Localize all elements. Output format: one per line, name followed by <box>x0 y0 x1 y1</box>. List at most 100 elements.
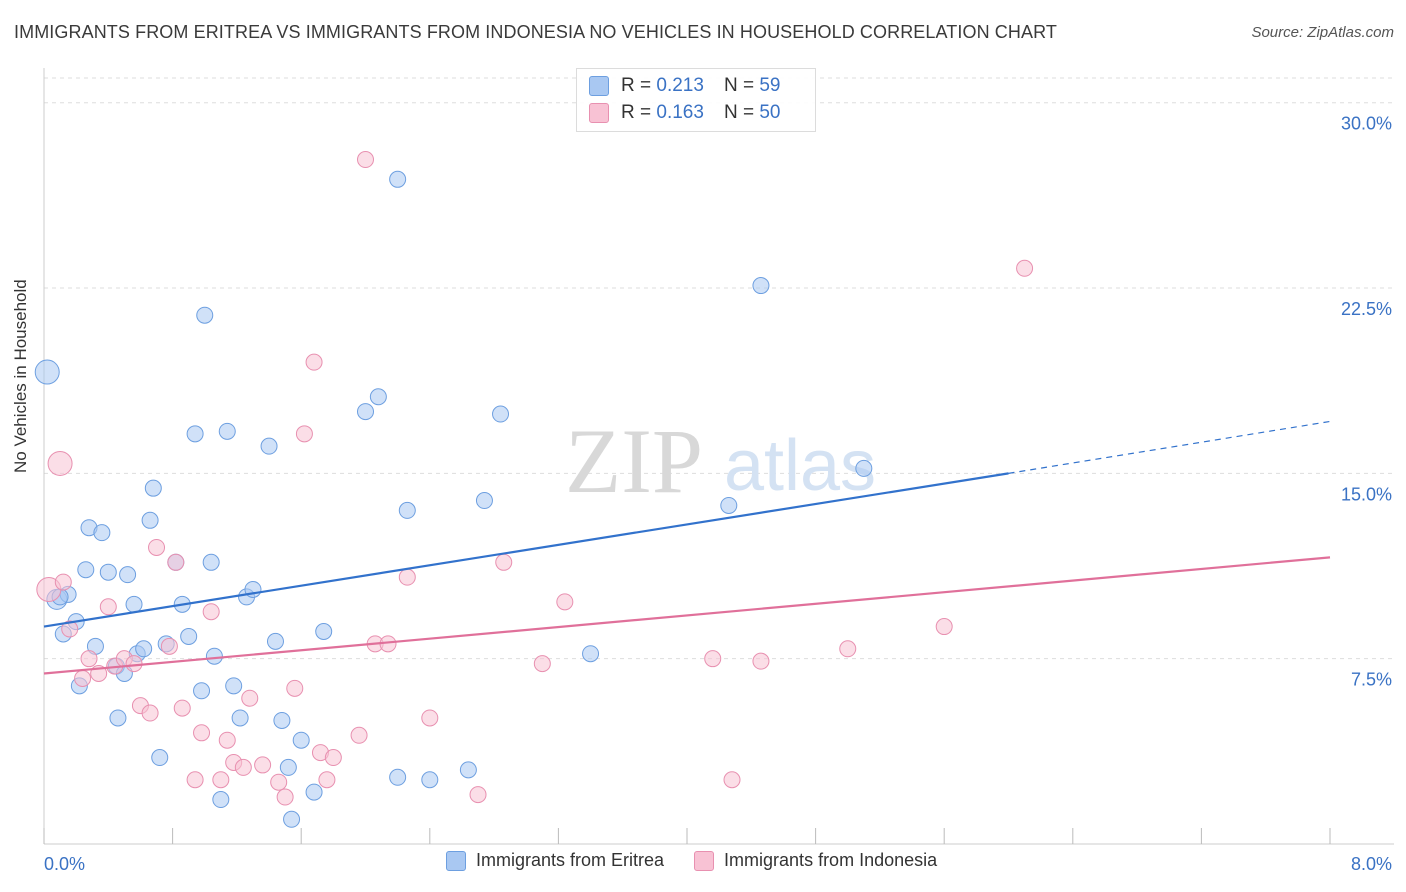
x-tick-label: 8.0% <box>1351 854 1392 874</box>
point-indonesia <box>74 669 92 687</box>
point-eritrea <box>855 459 873 477</box>
point-eritrea <box>492 405 510 423</box>
chart-title: IMMIGRANTS FROM ERITREA VS IMMIGRANTS FR… <box>14 22 1057 42</box>
watermark-atlas: atlas <box>724 426 876 506</box>
point-indonesia <box>193 724 211 742</box>
point-indonesia <box>276 788 294 806</box>
trend-lines <box>43 420 1331 675</box>
point-eritrea <box>260 437 278 455</box>
source-label: Source: ZipAtlas.com <box>1251 24 1394 41</box>
point-eritrea <box>292 731 310 749</box>
y-tick-label: 7.5% <box>1351 670 1392 690</box>
point-eritrea <box>389 768 407 786</box>
watermark: ZIP atlas <box>565 410 876 512</box>
point-eritrea <box>144 479 162 497</box>
point-indonesia <box>61 620 79 638</box>
point-eritrea <box>459 761 477 779</box>
point-indonesia <box>318 771 336 789</box>
point-indonesia <box>533 655 551 673</box>
point-eritrea <box>180 627 198 645</box>
point-eritrea <box>398 501 416 519</box>
point-indonesia <box>254 756 272 774</box>
point-eritrea <box>99 563 117 581</box>
trend-line-indonesia <box>43 556 1331 675</box>
point-indonesia <box>752 652 770 670</box>
point-indonesia <box>421 709 439 727</box>
point-indonesia <box>99 598 117 616</box>
point-indonesia <box>350 726 368 744</box>
point-indonesia <box>148 538 166 556</box>
point-eritrea <box>151 749 169 767</box>
point-indonesia <box>54 573 72 591</box>
y-axis-label: No Vehicles in Household <box>11 279 30 473</box>
point-indonesia <box>495 553 513 571</box>
point-indonesia <box>357 151 374 169</box>
y-tick-label: 22.5% <box>1341 299 1392 319</box>
point-indonesia <box>556 593 574 611</box>
legend-n-value: 50 <box>759 102 781 123</box>
x-tick-label: 0.0% <box>44 854 85 874</box>
legend-row-eritrea: R = 0.213 N = 59 <box>589 75 780 97</box>
point-eritrea <box>273 711 291 729</box>
point-eritrea <box>212 791 230 809</box>
point-eritrea <box>279 758 297 776</box>
point-indonesia <box>125 655 143 673</box>
series-legend: Immigrants from Eritrea Immigrants from … <box>446 850 967 871</box>
point-indonesia <box>324 749 342 767</box>
legend-swatch-eritrea <box>589 76 609 96</box>
point-eritrea <box>266 632 284 650</box>
legend-r-label: R = <box>621 102 652 123</box>
point-eritrea <box>421 771 439 789</box>
point-indonesia <box>241 689 259 707</box>
point-eritrea <box>125 595 143 613</box>
legend-r-value: 0.213 <box>656 75 704 96</box>
point-eritrea <box>218 422 236 440</box>
gridlines <box>44 77 1394 660</box>
point-eritrea <box>357 403 374 421</box>
series-legend-eritrea[interactable]: Immigrants from Eritrea <box>446 850 664 871</box>
point-eritrea <box>196 306 214 324</box>
trend-line-eritrea-projection <box>1008 420 1331 474</box>
point-eritrea <box>231 709 249 727</box>
point-indonesia <box>160 637 178 655</box>
point-indonesia <box>202 603 220 621</box>
series-label-eritrea: Immigrants from Eritrea <box>476 850 665 870</box>
legend-row-indonesia: R = 0.163 N = 50 <box>589 102 780 124</box>
point-eritrea <box>193 682 211 700</box>
point-indonesia <box>234 758 252 776</box>
series-legend-indonesia[interactable]: Immigrants from Indonesia <box>694 850 937 871</box>
axes <box>43 68 1394 845</box>
legend-n-label: N = <box>723 102 755 123</box>
point-eritrea <box>135 640 153 658</box>
point-eritrea <box>315 622 333 640</box>
correlation-legend: R = 0.213 N = 59 R = 0.163 N = 50 <box>576 68 816 132</box>
series-label-indonesia: Immigrants from Indonesia <box>724 850 938 870</box>
legend-n-label: N = <box>723 75 755 96</box>
trend-line-eritrea <box>43 472 1009 628</box>
point-eritrea <box>119 566 137 584</box>
point-eritrea <box>205 647 223 665</box>
point-indonesia <box>935 618 953 636</box>
point-indonesia <box>704 650 722 668</box>
point-eritrea <box>720 496 738 514</box>
point-indonesia <box>212 771 230 789</box>
point-indonesia <box>295 425 313 443</box>
point-eritrea <box>305 783 323 801</box>
y-tick-label: 15.0% <box>1341 484 1392 504</box>
point-indonesia <box>286 679 304 697</box>
point-eritrea <box>582 645 600 663</box>
point-eritrea <box>186 425 204 443</box>
point-indonesia <box>723 771 741 789</box>
point-eritrea <box>202 553 220 571</box>
point-indonesia <box>80 650 98 668</box>
series-swatch-indonesia <box>694 850 715 871</box>
legend-n-value: 59 <box>759 75 781 96</box>
legend-swatch-indonesia <box>589 103 609 123</box>
point-eritrea <box>141 511 159 529</box>
point-indonesia <box>218 731 236 749</box>
point-indonesia <box>839 640 857 658</box>
point-indonesia <box>186 771 204 789</box>
point-eritrea <box>389 170 407 188</box>
point-eritrea <box>93 524 111 542</box>
